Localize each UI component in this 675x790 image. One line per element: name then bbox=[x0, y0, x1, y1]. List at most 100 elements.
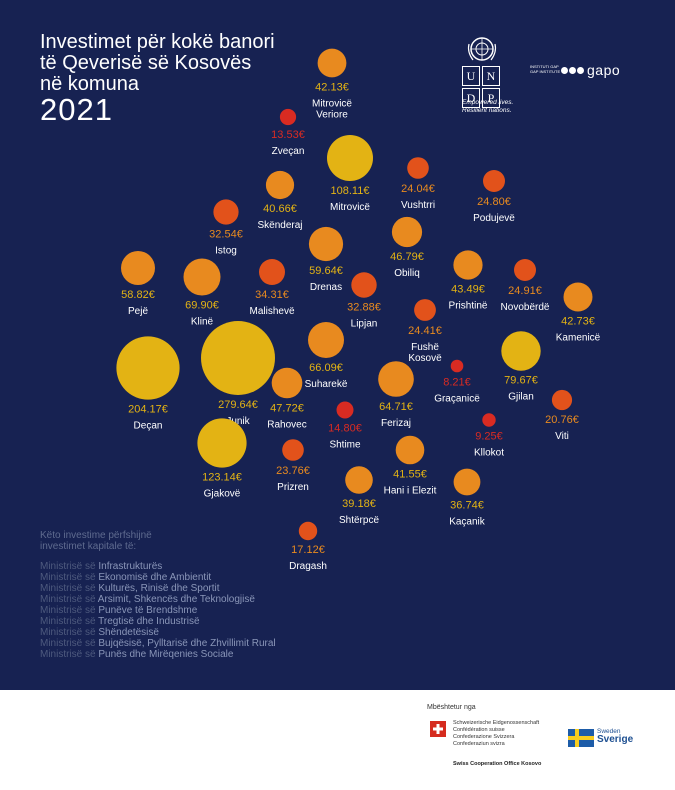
bubble-mark bbox=[201, 321, 275, 395]
bubble-value-label: 79.67€ bbox=[504, 375, 538, 387]
municipality-name-label: Dragash bbox=[289, 561, 327, 572]
bubble-mark bbox=[213, 199, 239, 225]
municipality-name-label: Viti bbox=[555, 431, 569, 442]
gap-caption-1: INSTITUTI GAP bbox=[530, 64, 559, 69]
bubble-value-label: 41.55€ bbox=[393, 468, 427, 480]
bubble-value-label: 17.12€ bbox=[291, 544, 325, 556]
bubble-mark bbox=[327, 135, 373, 181]
swiss-confederation-text: Schweizerische Eidgenossenschaft Confédé… bbox=[453, 720, 539, 748]
undp-letter-u: U bbox=[462, 66, 480, 86]
bubble-mark bbox=[501, 331, 541, 371]
municipality-name-label: Skënderaj bbox=[257, 220, 302, 231]
title-line-1: Investimet për kokë banori bbox=[40, 31, 275, 53]
bubble-mark bbox=[450, 359, 464, 373]
year-label: 2021 bbox=[40, 92, 113, 127]
bubble-value-label: 14.80€ bbox=[328, 423, 362, 435]
ministry-prefix: Ministrisë së bbox=[40, 605, 99, 616]
bubble-value-label: 24.04€ bbox=[401, 183, 435, 195]
municipality-name-label: Vushtrri bbox=[401, 200, 435, 211]
undp-tagline-2: Resilient nations. bbox=[462, 107, 512, 114]
municipality-name-label: Pejë bbox=[128, 306, 148, 317]
ministry-item: Ministrisë së Punës dhe Mirëqenies Socia… bbox=[40, 649, 276, 660]
bubble-value-label: 20.76€ bbox=[545, 414, 579, 426]
ministry-name: Shëndetësisë bbox=[98, 627, 159, 638]
bubble-mark bbox=[183, 258, 221, 296]
bubble-mark bbox=[265, 170, 295, 200]
municipality-name-label: Mitrovicë bbox=[330, 202, 370, 213]
ministry-item: Ministrisë së Infrastrukturës bbox=[40, 561, 276, 572]
supported-by-label: Mbështetur nga bbox=[427, 704, 476, 711]
swiss-flag-icon bbox=[430, 721, 446, 737]
municipality-bubble-group: 40.66€ Skënderaj bbox=[257, 170, 303, 231]
municipality-name-label: Mitrovicë bbox=[312, 98, 352, 109]
infographic-poster: Investimet për kokë banori të Qeverisë s… bbox=[0, 0, 675, 690]
bubble-value-label: 24.91€ bbox=[508, 285, 542, 297]
bubble-mark bbox=[317, 48, 347, 78]
municipality-name-label: Deçan bbox=[134, 421, 163, 432]
gap-dot-icon bbox=[577, 66, 584, 74]
municipality-bubble-group: 108.11€ Mitrovicë bbox=[327, 135, 373, 213]
municipality-bubble-group: 66.09€ Suharekë bbox=[305, 322, 348, 390]
sweden-small: Sweden bbox=[597, 728, 621, 735]
municipality-name-label: Kamenicë bbox=[556, 332, 601, 343]
note-intro: Këto investime përfshijnë investimet kap… bbox=[40, 530, 276, 552]
ministry-name: Arsimit, Shkencës dhe Teknologjisë bbox=[97, 594, 255, 605]
sweden-logo-text: Sweden Sverige bbox=[597, 728, 634, 745]
bubble-mark bbox=[483, 170, 505, 192]
bubble-mark bbox=[345, 466, 373, 494]
bubble-mark bbox=[282, 439, 304, 461]
swiss-line: Confédération suisse bbox=[453, 727, 505, 733]
municipality-name-label: Ferizaj bbox=[381, 418, 411, 429]
municipality-name-label: Prizren bbox=[277, 482, 309, 493]
bubble-value-label: 36.74€ bbox=[450, 499, 484, 511]
municipality-bubble-group: 64.71€ Ferizaj bbox=[378, 361, 414, 429]
municipality-bubble-group: 17.12€ Dragash bbox=[289, 521, 327, 572]
ministry-name: Tregtisë dhe Industrisë bbox=[98, 616, 200, 627]
municipality-bubble-group: 32.54€ Istog bbox=[209, 199, 243, 257]
municipality-name-label: Kosovë bbox=[408, 353, 442, 364]
bubble-value-label: 42.73€ bbox=[561, 315, 595, 327]
gap-caption-2: GAP INSTITUTE bbox=[530, 69, 561, 74]
bubble-value-label: 13.53€ bbox=[271, 129, 305, 141]
municipality-bubble-group: 24.91€ Novobërdë bbox=[501, 259, 550, 313]
municipality-bubble-group: 43.49€ Prishtinë bbox=[449, 250, 488, 312]
ministry-name: Kulturës, Rinisë dhe Sportit bbox=[98, 583, 220, 594]
municipality-bubble-group: 46.79€ Obiliq bbox=[390, 216, 424, 279]
municipality-name-label: Hani i Elezit bbox=[384, 485, 437, 496]
ministry-prefix: Ministrisë së bbox=[40, 616, 99, 627]
municipality-bubble-group: 36.74€ Kaçanik bbox=[449, 468, 486, 527]
bubble-mark bbox=[407, 157, 429, 179]
municipality-bubble-group: 34.31€ Malishevë bbox=[249, 259, 295, 317]
ministry-name: Ekonomisë dhe Ambientit bbox=[98, 572, 212, 583]
bubble-mark bbox=[514, 259, 536, 281]
municipality-name-label: Kllokot bbox=[474, 448, 504, 459]
undp-letter-d: D bbox=[462, 88, 480, 108]
bubble-mark bbox=[453, 250, 483, 280]
municipality-bubble-group: 79.67€ Gjilan bbox=[501, 331, 541, 403]
municipality-bubble-group: 39.18€ Shtërpcë bbox=[339, 466, 379, 526]
bubble-value-label: 123.14€ bbox=[202, 472, 242, 484]
bubble-value-label: 47.72€ bbox=[270, 402, 304, 414]
bubble-value-label: 108.11€ bbox=[331, 185, 370, 197]
municipality-bubble-group: 123.14€ Gjakovë bbox=[197, 418, 247, 500]
municipality-bubble-group: 59.64€ Drenas bbox=[308, 226, 344, 293]
sweden-flag-icon bbox=[568, 729, 594, 747]
municipality-name-label: Veriore bbox=[316, 109, 348, 120]
municipality-name-label: Zveçan bbox=[272, 146, 305, 157]
ministry-prefix: Ministrisë së bbox=[40, 649, 99, 660]
ministry-item: Ministrisë së Ekonomisë dhe Ambientit bbox=[40, 572, 276, 583]
gap-institute-caption: INSTITUTI GAP GAP INSTITUTE bbox=[530, 64, 562, 74]
bubble-value-label: 43.49€ bbox=[451, 284, 485, 296]
bubble-mark bbox=[378, 361, 414, 397]
municipality-name-label: Junik bbox=[226, 416, 250, 427]
bubble-value-label: 66.09€ bbox=[309, 362, 343, 374]
municipality-bubble-group: 13.53€ Zveçan bbox=[271, 108, 305, 157]
bubble-value-label: 9.25€ bbox=[475, 431, 503, 443]
bubble-mark bbox=[116, 336, 180, 400]
sweden-big: Sverige bbox=[597, 734, 634, 745]
bubble-value-label: 204.17€ bbox=[128, 404, 168, 416]
bubble-mark bbox=[551, 389, 573, 411]
gap-dot-icon bbox=[569, 66, 576, 74]
